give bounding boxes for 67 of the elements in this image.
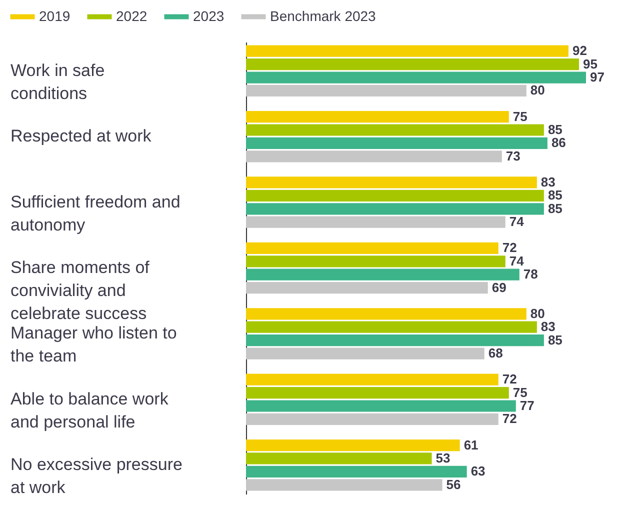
bar bbox=[246, 72, 586, 84]
data-label: 69 bbox=[492, 280, 506, 295]
data-label: 86 bbox=[551, 135, 566, 150]
y-tick-label: No excessive pressure at work bbox=[10, 455, 182, 498]
data-label: 74 bbox=[509, 214, 525, 230]
bar bbox=[246, 216, 506, 228]
bar bbox=[246, 150, 502, 162]
data-label: 53 bbox=[436, 450, 450, 466]
bar bbox=[246, 386, 509, 399]
bar bbox=[246, 374, 498, 386]
bar bbox=[246, 479, 442, 491]
y-tick-label: Work in safe conditions bbox=[10, 60, 105, 103]
data-label: 72 bbox=[502, 372, 517, 387]
bar bbox=[246, 190, 544, 202]
bar bbox=[246, 203, 544, 215]
data-label: 75 bbox=[512, 108, 528, 124]
bar bbox=[246, 334, 544, 346]
data-label: 85 bbox=[548, 122, 562, 137]
y-tick-label: Able to balance work and personal life bbox=[10, 389, 169, 432]
data-label: 85 bbox=[548, 332, 562, 348]
data-label: 74 bbox=[509, 253, 525, 268]
bar bbox=[246, 466, 467, 478]
bar bbox=[246, 176, 537, 188]
bar bbox=[246, 84, 526, 97]
data-label: 95 bbox=[582, 56, 598, 72]
data-label: 83 bbox=[540, 319, 556, 334]
data-label: 68 bbox=[488, 346, 503, 361]
y-tick-label: Respected at work bbox=[10, 126, 152, 146]
data-label: 61 bbox=[464, 437, 478, 452]
bar bbox=[246, 256, 506, 268]
bar bbox=[246, 45, 568, 57]
y-tick-label: Sufficient freedom and autonomy bbox=[10, 192, 180, 234]
bar bbox=[246, 439, 460, 452]
legend-label: 2022 bbox=[116, 8, 148, 24]
bar bbox=[246, 110, 509, 123]
legend-label: 2019 bbox=[39, 8, 70, 24]
data-label: 72 bbox=[502, 240, 517, 256]
bar bbox=[246, 321, 537, 333]
data-label: 56 bbox=[446, 476, 461, 492]
bar bbox=[246, 452, 432, 464]
y-tick-label: Manager who listen to the team bbox=[10, 324, 177, 366]
bar bbox=[246, 348, 484, 360]
data-label: 83 bbox=[540, 174, 556, 190]
legend-label: 2023 bbox=[193, 8, 224, 24]
data-label: 73 bbox=[506, 148, 520, 164]
bar bbox=[246, 137, 548, 150]
data-label: 85 bbox=[548, 188, 562, 203]
bar bbox=[246, 282, 488, 294]
y-tick-label: Share moments of conviviality and celebrate success bbox=[10, 258, 150, 323]
data-label: 97 bbox=[590, 70, 604, 85]
bar bbox=[246, 308, 526, 320]
data-label: 92 bbox=[572, 43, 587, 58]
bar bbox=[246, 400, 516, 412]
data-label: 75 bbox=[512, 384, 528, 400]
data-label: 85 bbox=[548, 200, 562, 216]
data-label: 63 bbox=[470, 464, 486, 479]
data-label: 72 bbox=[502, 411, 517, 426]
bar bbox=[246, 124, 544, 136]
data-label: 80 bbox=[530, 306, 545, 321]
legend-label: Benchmark 2023 bbox=[270, 8, 376, 24]
data-label: 80 bbox=[530, 82, 545, 98]
data-label: 78 bbox=[523, 266, 538, 282]
bar bbox=[246, 413, 498, 426]
bar bbox=[246, 268, 520, 280]
bar bbox=[246, 242, 498, 254]
bar bbox=[246, 58, 579, 70]
data-label: 77 bbox=[520, 398, 534, 413]
